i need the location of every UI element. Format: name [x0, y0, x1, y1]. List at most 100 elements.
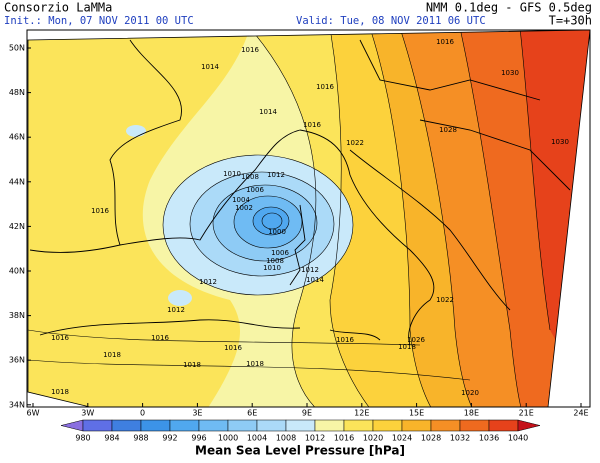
- isobar-label: 1018: [183, 361, 201, 369]
- colorbar-cell: [401, 419, 432, 432]
- isobar-label: 1016: [336, 336, 354, 344]
- isobar-label: 1016: [224, 344, 242, 352]
- colorbar-cell: [256, 419, 287, 432]
- lat-label: 34N: [9, 400, 25, 409]
- isobar-label: 1026: [407, 336, 425, 344]
- isobar-label: 1016: [241, 46, 259, 54]
- isobar-label: 1010: [223, 170, 241, 178]
- isobar-label: 1018: [246, 360, 264, 368]
- colorbar-label: 1028: [421, 434, 441, 443]
- colorbar-label: 1000: [218, 434, 238, 443]
- isobar-label: 1016: [51, 334, 69, 342]
- isobar-label: 1008: [241, 173, 259, 181]
- colorbar-label: 1032: [450, 434, 470, 443]
- colorbar-cell: [82, 419, 113, 432]
- colorbar-label: 996: [191, 434, 206, 443]
- lon-label: 3W: [81, 409, 94, 418]
- isobar-label: 1030: [501, 69, 519, 77]
- colorbar-label: 1012: [305, 434, 325, 443]
- lon-label: 12E: [354, 409, 369, 418]
- colorbar-cell: [459, 419, 490, 432]
- isobar-label: 1018: [51, 388, 69, 396]
- isobar-label: 1018: [103, 351, 121, 359]
- isobar-label: 1022: [436, 296, 454, 304]
- lon-label: 9E: [302, 409, 312, 418]
- lat-label: 40N: [9, 267, 25, 276]
- colorbar-label: 1008: [276, 434, 296, 443]
- lon-label: 24E: [573, 409, 588, 418]
- valid: Valid: Tue, 08 NOV 2011 06 UTC: [296, 15, 486, 27]
- isobar-label: 1012: [199, 278, 217, 286]
- isobar-label: 1000: [268, 228, 286, 236]
- lon-label: 18E: [464, 409, 479, 418]
- isobar-label: 1006: [246, 186, 264, 194]
- isobar-label: 1008: [266, 257, 284, 265]
- lon-label: 0: [140, 409, 145, 418]
- isobar-label: 1014: [259, 108, 277, 116]
- colorbar-label: 984: [104, 434, 119, 443]
- lat-label: 36N: [9, 356, 25, 365]
- isobar-label: 1012: [167, 306, 185, 314]
- band: [253, 207, 289, 235]
- colorbar-end: [517, 419, 541, 432]
- lon-label: 15E: [409, 409, 424, 418]
- lon-label: 6W: [27, 409, 40, 418]
- colorbar-cell: [343, 419, 374, 432]
- colorbar-cell: [227, 419, 258, 432]
- colorbar-cell: [488, 419, 519, 432]
- colorbar-label: 1016: [334, 434, 354, 443]
- lat-label: 44N: [9, 177, 25, 186]
- isobar-label: 1010: [263, 264, 281, 272]
- isobar-label: 1004: [232, 196, 250, 204]
- lat-label: 46N: [9, 133, 25, 142]
- isobar-label: 1020: [461, 389, 479, 397]
- isobar-label: 1016: [436, 38, 454, 46]
- colorbar-cell: [372, 419, 403, 432]
- lat-label: 42N: [9, 222, 25, 231]
- model: NMM 0.1deg - GFS 0.5deg: [426, 1, 592, 15]
- colorbar-label: 988: [133, 434, 148, 443]
- band: [126, 125, 146, 137]
- lat-label: 48N: [9, 88, 25, 97]
- title: Consorzio LaMMa: [4, 1, 112, 15]
- isobar-label: 1012: [301, 266, 319, 274]
- isobar-label: 1028: [439, 126, 457, 134]
- colorbar-title: Mean Sea Level Pressure [hPa]: [195, 444, 405, 458]
- lon-label: 21E: [519, 409, 534, 418]
- isobar-label: 1016: [151, 334, 169, 342]
- colorbar-cell: [198, 419, 229, 432]
- colorbar-label: 1040: [508, 434, 528, 443]
- isobar-label: 1006: [271, 249, 289, 257]
- colorbar-cell: [169, 419, 200, 432]
- isobar-label: 1016: [316, 83, 334, 91]
- lead: T=+30h: [549, 14, 592, 28]
- colorbar-cell: [140, 419, 171, 432]
- colorbar-cell: [314, 419, 345, 432]
- isobar-label: 1014: [201, 63, 219, 71]
- isobar-label: 1018: [398, 343, 416, 351]
- lon-label: 3E: [192, 409, 202, 418]
- lat-label: 50N: [9, 44, 25, 53]
- colorbar-cell: [430, 419, 461, 432]
- isobar-label: 1022: [346, 139, 364, 147]
- colorbar-label: 1024: [392, 434, 412, 443]
- colorbar-label: 1036: [479, 434, 499, 443]
- isobar-label: 1030: [551, 138, 569, 146]
- lon-label: 6E: [247, 409, 257, 418]
- colorbar-cell: [111, 419, 142, 432]
- colorbar-label: 1004: [247, 434, 267, 443]
- band: [168, 290, 192, 306]
- colorbar-label: 1020: [363, 434, 383, 443]
- isobar-label: 1016: [91, 207, 109, 215]
- init: Init.: Mon, 07 NOV 2011 00 UTC: [4, 15, 194, 27]
- isobar-label: 1016: [303, 121, 321, 129]
- colorbar-cell: [285, 419, 316, 432]
- isobar-label: 1002: [235, 204, 253, 212]
- lat-label: 38N: [9, 311, 25, 320]
- isobar-label: 1014: [306, 276, 324, 284]
- colorbar-end: [60, 419, 84, 432]
- colorbar-label: 992: [162, 434, 177, 443]
- isobar-label: 1012: [267, 171, 285, 179]
- colorbar-label: 980: [75, 434, 90, 443]
